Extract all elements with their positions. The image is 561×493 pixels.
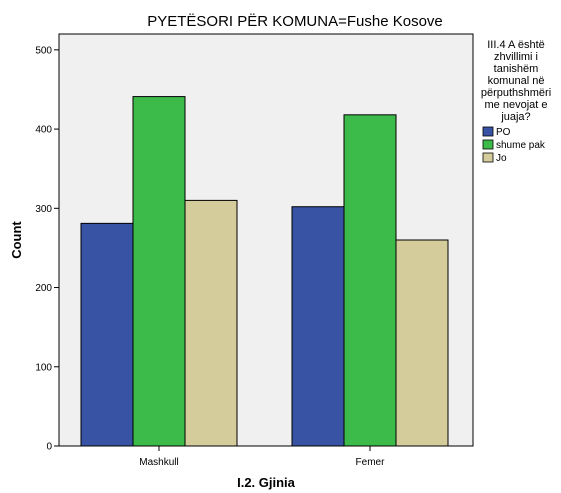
x-axis: Mashkull Femer [139,446,385,468]
x-tick-label: Mashkull [139,457,178,468]
chart-title: PYETËSORI PËR KOMUNA=Fushe Kosove [147,13,443,30]
legend-title-line: tanishëm [494,63,539,75]
bar [292,207,344,446]
x-tick-label: Femer [356,457,386,468]
bar [344,115,396,446]
y-tick-label: 500 [35,45,52,56]
y-axis: 0 100 200 300 400 500 [35,45,59,452]
legend-title-line: me nevojat e [485,99,548,111]
bar [185,200,237,446]
legend-label: PO [496,127,511,138]
y-tick-label: 300 [35,204,52,215]
y-tick-label: 200 [35,283,52,294]
y-axis-label: Count [9,221,24,259]
y-tick-label: 100 [35,362,52,373]
legend-title-line: zhvillimi i [494,51,538,63]
legend-swatch [483,140,493,149]
legend-title-line: juaja? [500,111,530,123]
bar [396,240,448,446]
legend-swatch [483,153,493,162]
legend-title-line: komunal në [488,75,545,87]
y-tick-label: 0 [46,442,52,453]
legend-label: shume pak [496,140,546,151]
legend-label: Jo [496,153,507,164]
legend-title-line: përputhshmëri [481,87,551,99]
x-axis-label: I.2. Gjinia [237,475,296,490]
y-tick-label: 400 [35,125,52,136]
bar [133,97,185,446]
bar [81,223,133,446]
legend-title-line: III.4 A është [487,39,545,51]
legend-swatch [483,127,493,136]
